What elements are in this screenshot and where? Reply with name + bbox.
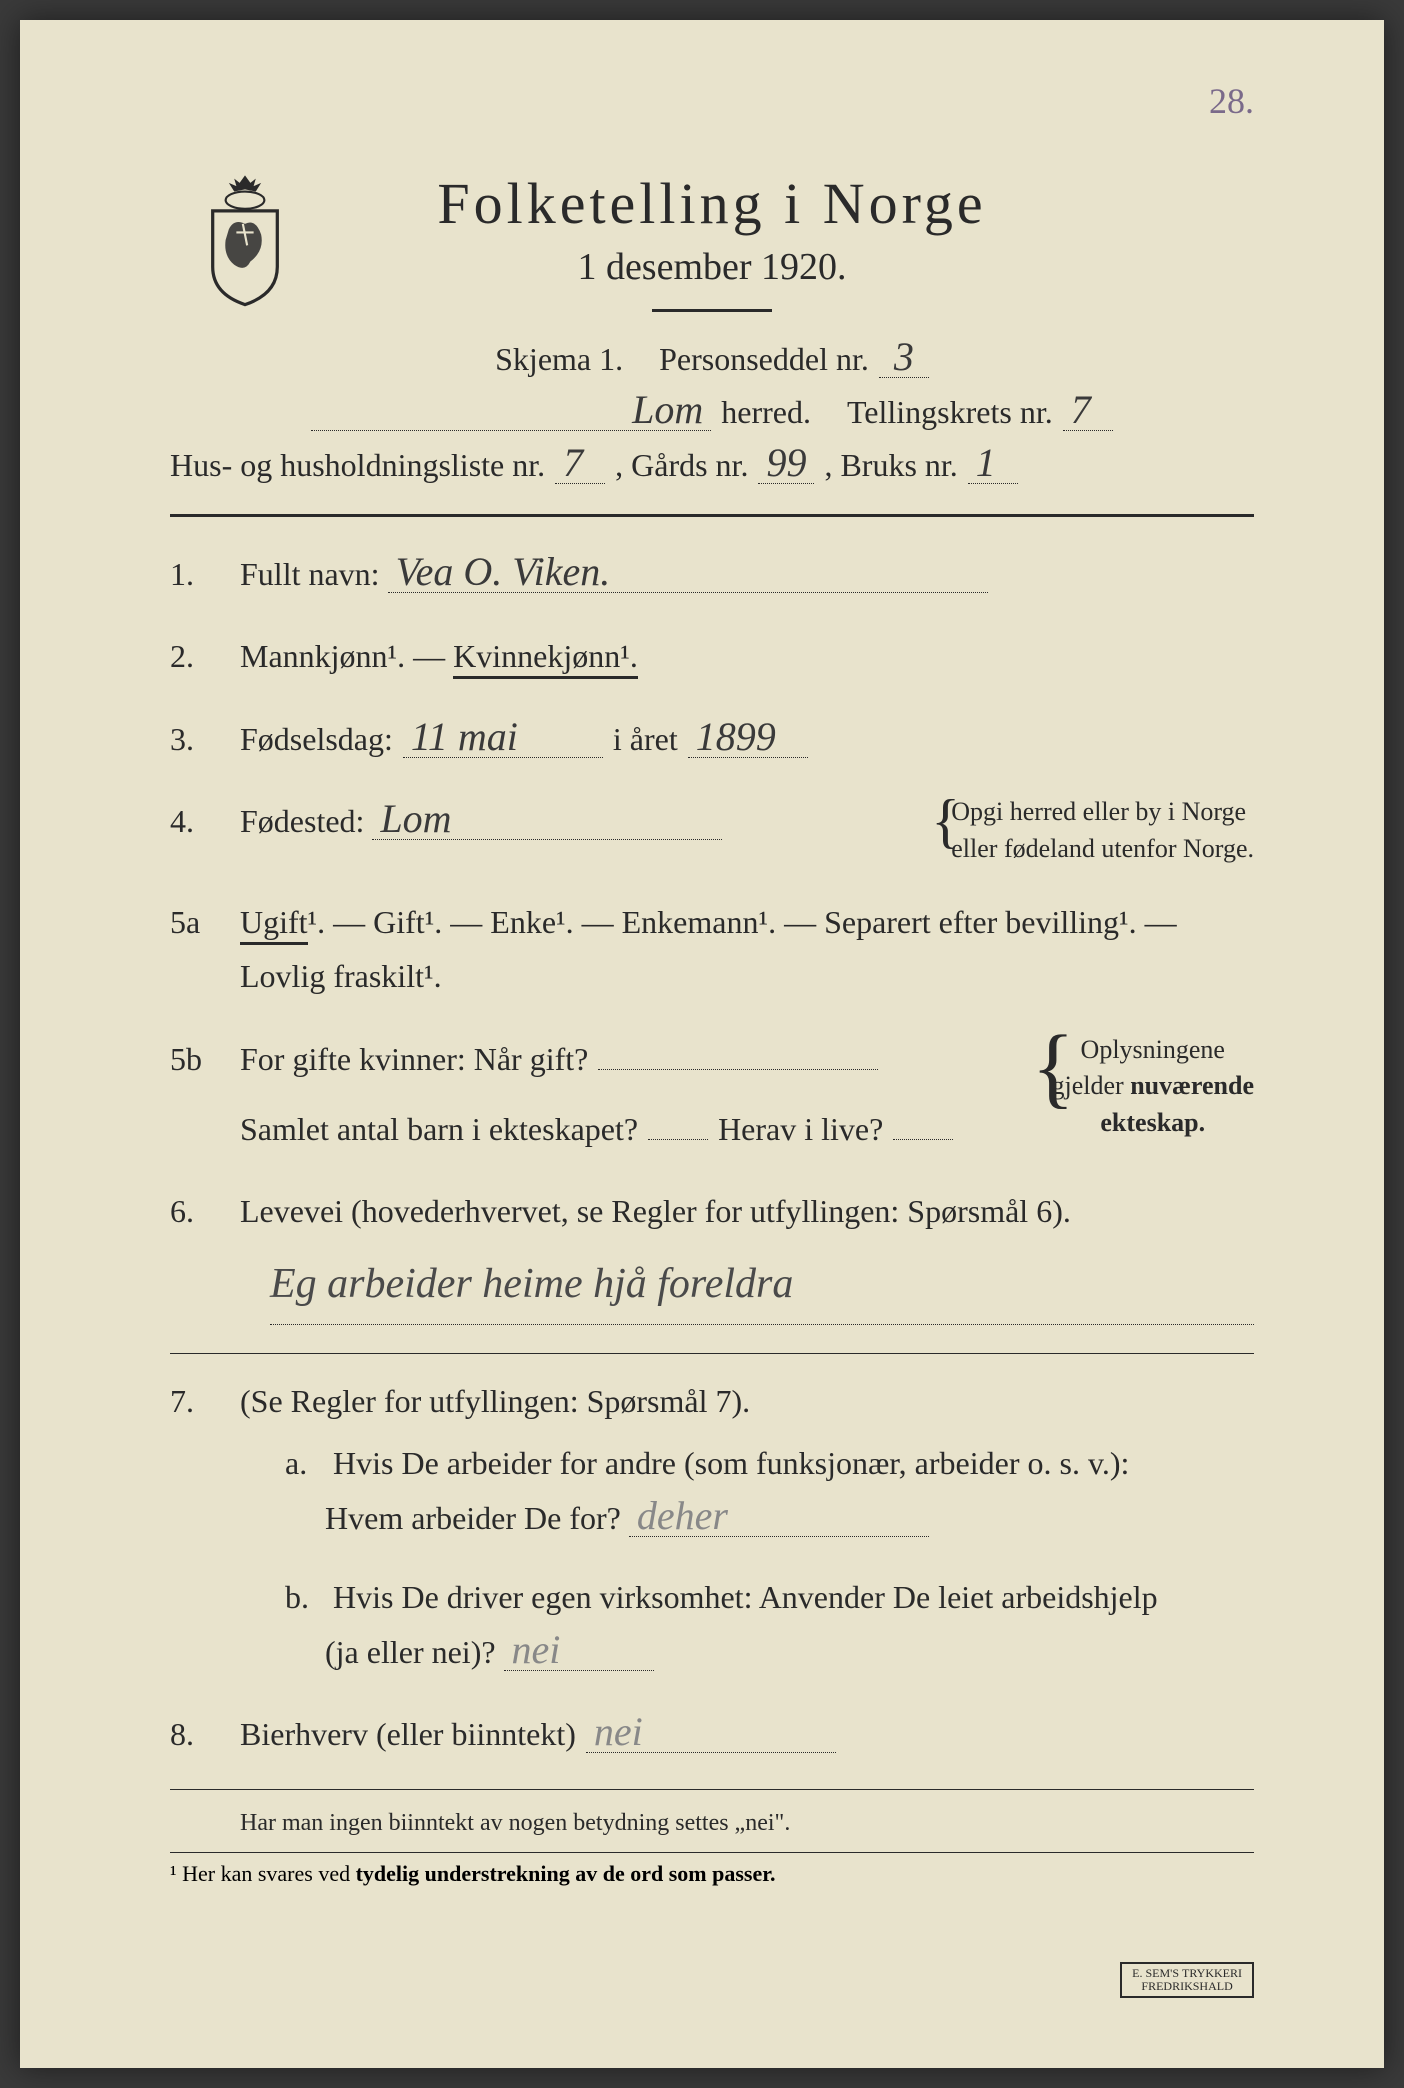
q2-gender: 2. Mannkjønn¹. — Kvinnekjønn¹.	[170, 629, 1254, 683]
q8-value: nei	[586, 1712, 836, 1753]
meta-skjema-row: Skjema 1. Personseddel nr. 3	[170, 337, 1254, 378]
q7-num: 7.	[170, 1374, 194, 1428]
q7a-num: a.	[285, 1436, 325, 1490]
page-corner-number: 28.	[1209, 80, 1254, 122]
header-rule	[170, 514, 1254, 517]
q4-note1: Opgi herred eller by i Norge	[951, 797, 1246, 826]
q8-label: Bierhverv (eller biinntekt)	[240, 1707, 576, 1761]
q7a-text: Hvis De arbeider for andre (som funksjon…	[333, 1445, 1129, 1481]
q6-label: Levevei (hovederhvervet, se Regler for u…	[240, 1193, 1071, 1229]
coat-of-arms-icon	[190, 170, 300, 310]
q7b-text: Hvis De driver egen virksomhet: Anvender…	[333, 1579, 1158, 1615]
q7b-num: b.	[285, 1570, 325, 1624]
q5b-note2: gjelder nuværende	[1052, 1071, 1254, 1100]
q2-text1: Mannkjønn¹. —	[240, 638, 453, 674]
brace-icon: {	[931, 794, 960, 848]
huslist-label: Hus- og husholdningsliste nr.	[170, 447, 545, 484]
q5b-gift-blank	[598, 1032, 878, 1070]
q3-num: 3.	[170, 712, 194, 766]
tellingskrets-label: Tellingskrets nr.	[847, 394, 1053, 431]
meta-herred-row: Lom herred. Tellingskrets nr. 7	[170, 390, 1254, 431]
q6-value: Eg arbeider heime hjå foreldra	[270, 1249, 1254, 1325]
form-header: Folketelling i Norge 1 desember 1920. Sk…	[170, 170, 1254, 484]
mid-rule	[170, 1353, 1254, 1354]
q5b-sidenote: { Oplysningene gjelder nuværende ekteska…	[1032, 1032, 1254, 1141]
q4-note2: eller fødeland utenfor Norge.	[951, 834, 1254, 863]
form-subtitle: 1 desember 1920.	[170, 245, 1254, 289]
q7a: a. Hvis De arbeider for andre (som funks…	[240, 1436, 1254, 1545]
q5b-marriage: 5b For gifte kvinner: Når gift? Samlet a…	[170, 1032, 1254, 1157]
q3-mid: i året	[613, 712, 678, 766]
q5b-num: 5b	[170, 1032, 202, 1086]
q4-label: Fødested:	[240, 803, 364, 839]
q5b-note1: Oplysningene	[1081, 1035, 1225, 1064]
q3-year: 1899	[688, 717, 808, 758]
q5a-marital: 5a Ugift¹. — Gift¹. — Enke¹. — Enkemann¹…	[170, 895, 1254, 1004]
title-divider	[652, 309, 772, 312]
q7a-value: deher	[629, 1496, 929, 1537]
q5b-line2b: Herav i live?	[718, 1102, 883, 1156]
huslist-nr: 7	[555, 443, 605, 484]
q1-fullname: 1. Fullt navn: Vea O. Viken.	[170, 547, 1254, 601]
personseddel-label: Personseddel nr.	[659, 341, 869, 378]
q5b-barn-blank	[648, 1102, 708, 1140]
foot-rule	[170, 1789, 1254, 1790]
q5a-num: 5a	[170, 895, 200, 949]
meta-hus-row: Hus- og husholdningsliste nr. 7 , Gårds …	[170, 443, 1254, 484]
q2-kvinnekjonn: Kvinnekjønn¹.	[453, 638, 638, 679]
herred-label: herred.	[721, 394, 811, 431]
q5a-text2: Lovlig fraskilt¹.	[240, 958, 442, 994]
q7-employment: 7. (Se Regler for utfyllingen: Spørsmål …	[170, 1374, 1254, 1679]
footnote-nei: Har man ingen biinntekt av nogen betydni…	[170, 1810, 1254, 1837]
q3-day: 11 mai	[403, 717, 603, 758]
personseddel-nr: 3	[879, 337, 929, 378]
q8-secondary: 8. Bierhverv (eller biinntekt) nei	[170, 1707, 1254, 1761]
q7b: b. Hvis De driver egen virksomhet: Anven…	[240, 1570, 1254, 1679]
q6-num: 6.	[170, 1184, 194, 1238]
q5b-line2a: Samlet antal barn i ekteskapet?	[240, 1102, 638, 1156]
q7a-q: Hvem arbeider De for?	[325, 1500, 621, 1536]
q1-label: Fullt navn:	[240, 556, 380, 592]
q5b-live-blank	[893, 1102, 953, 1140]
tellingskrets-nr: 7	[1063, 390, 1113, 431]
gards-nr: 99	[758, 443, 814, 484]
census-form-page: 28. Folketelling i Norge 1 desember 1920…	[20, 20, 1384, 2068]
printer-mark: E. SEM'S TRYKKERIFREDRIKSHALD	[1120, 1962, 1254, 1998]
footnote-underline: ¹ Her kan svares ved tydelig understrekn…	[170, 1852, 1254, 1887]
q5a-ugift: Ugift	[240, 904, 308, 945]
gards-label: , Gårds nr.	[615, 447, 748, 484]
q6-occupation: 6. Levevei (hovederhvervet, se Regler fo…	[170, 1184, 1254, 1325]
q4-birthplace: 4. Fødested: Lom { Opgi herred eller by …	[170, 794, 1254, 867]
q7b-q: (ja eller nei)?	[325, 1634, 496, 1670]
form-title: Folketelling i Norge	[170, 170, 1254, 237]
herred-value: Lom	[311, 390, 711, 431]
q3-birthdate: 3. Fødselsdag: 11 mai i året 1899	[170, 712, 1254, 766]
q5b-line1a: For gifte kvinner: Når gift?	[240, 1032, 588, 1086]
q7b-value: nei	[504, 1630, 654, 1671]
q1-num: 1.	[170, 547, 194, 601]
q3-label: Fødselsdag:	[240, 712, 393, 766]
q4-sidenote: { Opgi herred eller by i Norge eller fød…	[931, 794, 1254, 867]
q7-label: (Se Regler for utfyllingen: Spørsmål 7).	[240, 1383, 750, 1419]
q5b-note3: ekteskap.	[1100, 1108, 1205, 1137]
q2-num: 2.	[170, 629, 194, 683]
skjema-label: Skjema 1.	[495, 341, 623, 378]
q4-num: 4.	[170, 794, 194, 848]
brace-icon: {	[1032, 1027, 1075, 1108]
bruks-nr: 1	[968, 443, 1018, 484]
q1-value: Vea O. Viken.	[388, 552, 988, 593]
q4-value: Lom	[372, 799, 722, 840]
bruks-label: , Bruks nr.	[824, 447, 957, 484]
q8-num: 8.	[170, 1707, 194, 1761]
